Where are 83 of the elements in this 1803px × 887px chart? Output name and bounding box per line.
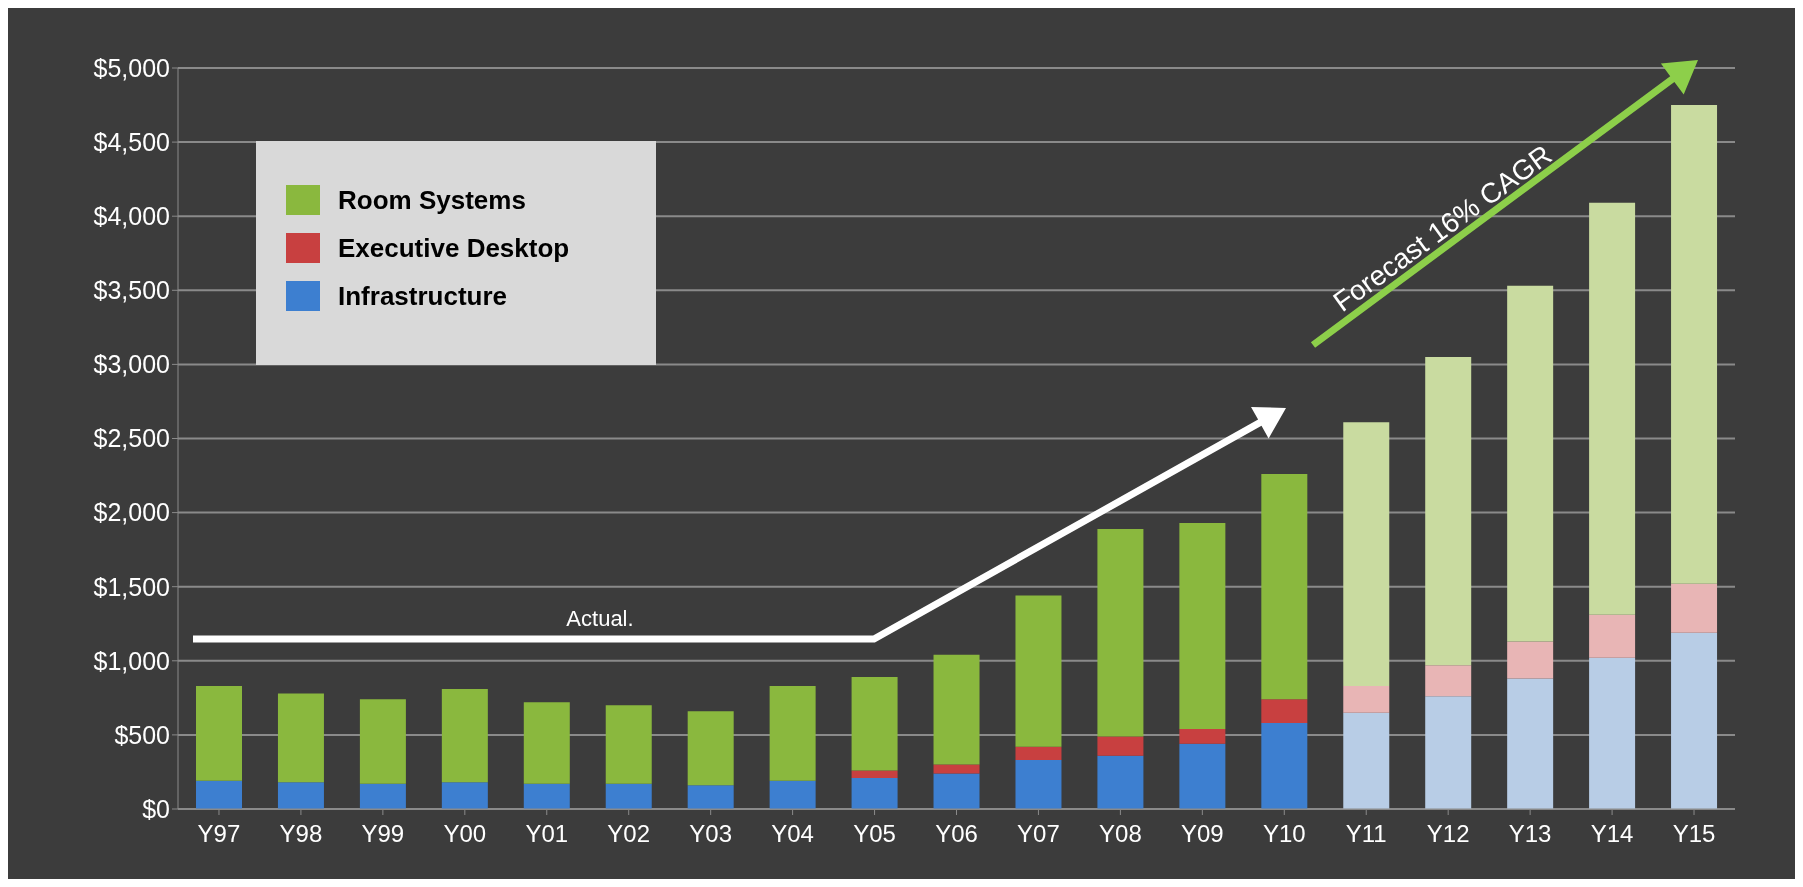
bar — [1425, 696, 1472, 809]
bar — [1179, 728, 1226, 744]
x-tick-label: Y98 — [279, 820, 323, 848]
bar — [1507, 285, 1554, 642]
x-tick-label: Y10 — [1262, 820, 1306, 848]
bar — [1425, 356, 1472, 666]
bar — [687, 711, 734, 786]
legend-label: Infrastructure — [338, 280, 508, 312]
bar — [687, 785, 734, 809]
bar — [1425, 665, 1472, 697]
x-tick-label: Y14 — [1590, 820, 1634, 848]
bar — [523, 702, 570, 784]
x-tick-label: Y01 — [525, 820, 569, 848]
bar — [359, 783, 406, 809]
x-tick-label: Y13 — [1508, 820, 1552, 848]
y-tick-label: $1,500 — [93, 572, 170, 601]
bar — [933, 654, 980, 765]
y-tick-label: $3,500 — [93, 276, 170, 305]
x-tick-label: Y99 — [361, 820, 405, 848]
bar — [1179, 743, 1226, 809]
x-tick-label: Y08 — [1099, 820, 1142, 848]
x-tick-label: Y04 — [771, 820, 814, 848]
x-tick-label: Y97 — [197, 820, 241, 848]
bar — [1261, 723, 1308, 809]
bar — [1261, 474, 1308, 700]
bar — [1589, 657, 1636, 809]
x-tick-label: Y09 — [1180, 820, 1224, 848]
bar — [1343, 685, 1390, 713]
bar — [1671, 105, 1718, 584]
bar — [769, 685, 816, 781]
bar — [359, 699, 406, 784]
bar — [441, 688, 488, 783]
bar — [605, 705, 652, 784]
y-tick-label: $3,000 — [93, 350, 170, 379]
x-tick-label: Y15 — [1672, 820, 1716, 848]
bar — [196, 780, 242, 809]
y-tick-label: $1,000 — [93, 646, 170, 675]
bar — [851, 770, 898, 778]
y-tick-label: $2,000 — [93, 498, 170, 527]
x-tick-label: Y03 — [689, 820, 733, 848]
x-tick-label: Y06 — [935, 820, 978, 848]
y-tick-label: $0 — [142, 794, 170, 823]
bar — [1015, 595, 1062, 747]
y-tick-label: $5,000 — [93, 53, 170, 82]
bar — [851, 777, 898, 809]
bar — [851, 677, 898, 771]
x-tick-label: Y02 — [607, 820, 651, 848]
x-tick-label: Y07 — [1017, 820, 1060, 848]
bar — [277, 782, 324, 809]
bar — [933, 764, 980, 774]
bar — [1507, 641, 1554, 679]
x-tick-label: Y11 — [1345, 820, 1387, 848]
bar — [1179, 522, 1226, 729]
bar — [523, 783, 570, 809]
bar — [196, 685, 242, 781]
bar — [605, 783, 652, 809]
y-tick-label: $4,000 — [93, 202, 170, 231]
y-tick-label: $4,500 — [93, 127, 170, 156]
bar — [1671, 632, 1718, 809]
bar — [1261, 699, 1308, 724]
bar — [277, 693, 324, 783]
bar — [1015, 760, 1062, 809]
bar — [1589, 614, 1636, 658]
x-tick-label: Y00 — [443, 820, 487, 848]
bar — [1343, 422, 1390, 686]
legend-label: Executive Desktop — [338, 232, 570, 264]
bar — [1097, 736, 1144, 756]
bar — [769, 780, 816, 809]
bar — [1671, 583, 1718, 633]
y-tick-label: $500 — [114, 720, 170, 749]
bar — [1507, 678, 1554, 809]
bar — [933, 773, 980, 809]
x-tick-label: Y12 — [1426, 820, 1470, 848]
bar — [1097, 528, 1144, 737]
bar — [1343, 712, 1390, 809]
legend-label: Room Systems — [338, 184, 526, 216]
bar — [1015, 746, 1062, 761]
y-tick-label: $2,500 — [93, 424, 170, 453]
bar — [441, 782, 488, 809]
bar — [1097, 755, 1144, 809]
bar — [1589, 202, 1636, 615]
annotation: Actual. — [566, 606, 634, 631]
x-tick-label: Y05 — [853, 820, 896, 848]
